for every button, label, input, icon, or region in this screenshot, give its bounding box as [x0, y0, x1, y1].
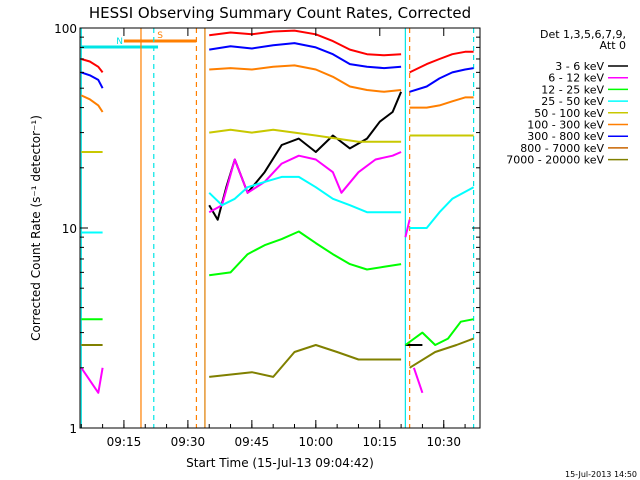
series-line-series-9-0	[81, 58, 104, 74]
legend-label-300-800-kev: 300 - 800 keV	[527, 130, 604, 143]
chart-title: HESSI Observing Summary Count Rates, Cor…	[89, 4, 471, 22]
series-line-12-25-kev-1	[209, 230, 402, 277]
series-line-6-12-kev-2	[404, 219, 411, 238]
series-line-50-100-kev-1	[209, 128, 402, 143]
series-line-7000-20000-kev-2	[409, 337, 474, 369]
flag-label-s: S	[157, 31, 163, 41]
legend-header-1: Att 0	[600, 39, 626, 52]
series-layer	[80, 29, 475, 394]
markers-layer	[80, 28, 475, 428]
series-line-series-9-2	[409, 50, 474, 74]
x-tick-label-09-30: 09:30	[171, 435, 206, 449]
series-line-6-12-kev-0	[80, 367, 104, 394]
legend-label-3-6-kev: 3 - 6 keV	[555, 60, 604, 73]
series-line-25-50-kev-1	[208, 175, 402, 214]
x-tick-label-09-45: 09:45	[235, 435, 270, 449]
series-line-6-12-kev-1	[208, 151, 402, 214]
y-axis-label: Corrected Count Rate (s⁻¹ detector⁻¹)	[29, 115, 43, 341]
legend-label-6-12-kev: 6 - 12 keV	[548, 72, 604, 85]
series-line-300-800-kev-0	[80, 71, 104, 89]
flag-label-n: N	[116, 37, 123, 47]
flags-layer: SN	[81, 31, 197, 49]
legend-label-7000-20000-kev: 7000 - 20000 keV	[506, 154, 604, 167]
y-tick-label-1: 1	[69, 422, 77, 436]
series-line-3-6-kev-0	[208, 91, 403, 221]
legend-label-100-300-kev: 100 - 300 keV	[527, 119, 604, 132]
y-tick-label-10: 10	[62, 222, 77, 236]
x-tick-label-10-15: 10:15	[362, 435, 397, 449]
series-line-6-12-kev-3	[412, 367, 424, 394]
x-tick-label-10-30: 10:30	[426, 435, 461, 449]
series-line-300-800-kev-2	[409, 67, 474, 93]
series-line-12-25-kev-2	[404, 318, 474, 346]
series-line-100-300-kev-1	[209, 64, 402, 93]
legend-label-25-50-kev: 25 - 50 keV	[541, 95, 604, 108]
series-line-100-300-kev-0	[80, 94, 104, 113]
series-line-100-300-kev-2	[409, 96, 474, 109]
legend-label-50-100-kev: 50 - 100 keV	[534, 107, 604, 120]
legend-label-12-25-kev: 12 - 25 keV	[541, 83, 604, 96]
y-tick-label-100: 100	[54, 22, 77, 36]
axis-layer: 09:15 09:30 09:45 10:00 10:15 10:30 1 10 100	[54, 22, 480, 449]
series-line-300-800-kev-1	[209, 42, 402, 70]
legend-header-0: Det 1,3,5,6,7,9,	[540, 28, 626, 41]
x-tick-label-09-15: 09:15	[107, 435, 142, 449]
series-line-25-50-kev-2	[409, 186, 475, 229]
x-axis-label: Start Time (15-Jul-13 09:04:42)	[186, 456, 374, 470]
legend-label-800-7000-kev: 800 - 7000 keV	[520, 142, 604, 155]
series-line-7000-20000-kev-1	[209, 344, 402, 378]
series-line-series-9-1	[209, 29, 402, 57]
timestamp: 15-Jul-2013 14:50	[565, 470, 637, 479]
x-tick-label-10-00: 10:00	[299, 435, 334, 449]
